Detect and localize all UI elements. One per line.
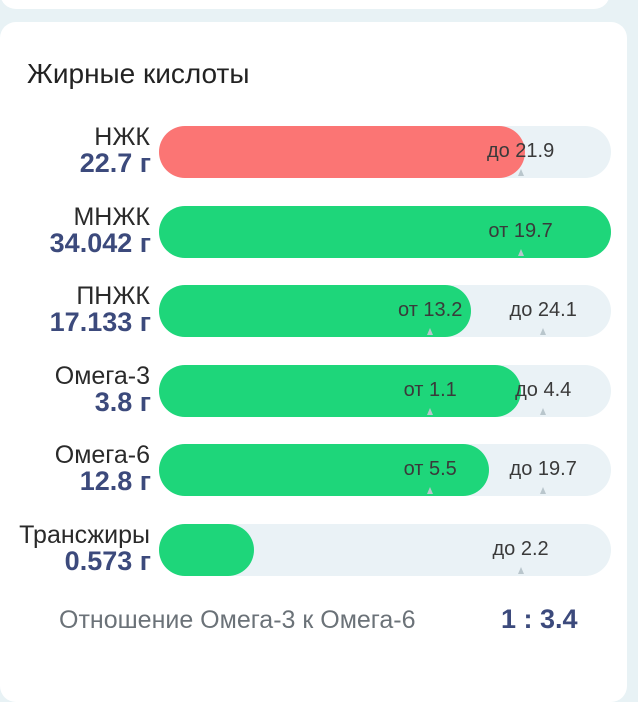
range-marker-label: до 24.1 <box>509 299 577 321</box>
fatty-acid-row: Омега-6 12.8 г от 5.5 до 19.7 <box>0 440 627 496</box>
progress-fill <box>159 365 521 417</box>
progress-fill <box>159 285 471 337</box>
progress-track: до 2.2 <box>159 524 611 576</box>
row-value: 22.7 г <box>79 148 151 178</box>
row-value: 3.8 г <box>94 387 151 417</box>
row-label-area: МНЖК 34.042 г <box>0 202 160 258</box>
row-label-area: Омега-6 12.8 г <box>0 440 160 496</box>
progress-fill <box>159 444 489 496</box>
range-marker-label: до 21.9 <box>486 140 555 162</box>
range-marker-tick <box>427 328 434 335</box>
range-marker-tick <box>427 487 434 494</box>
range-marker-tick <box>517 249 524 256</box>
range-marker-tick <box>540 408 547 415</box>
row-label: ПНЖК <box>76 282 150 310</box>
range-marker-label: от 1.1 <box>403 379 457 401</box>
progress-track: от 19.7 <box>159 206 611 258</box>
range-marker-tick <box>540 487 547 494</box>
range-marker-label: до 4.4 <box>515 379 572 401</box>
omega-ratio-label: Отношение Омега-3 к Омега-6 <box>59 606 416 634</box>
row-value: 0.573 г <box>64 546 151 576</box>
previous-card <box>0 0 610 9</box>
row-label: Омега-3 <box>54 362 150 390</box>
range-marker-tick <box>517 567 524 574</box>
row-label: НЖК <box>94 123 150 151</box>
progress-track: от 1.1 до 4.4 <box>159 365 611 417</box>
row-value: 34.042 г <box>49 228 151 258</box>
section-title: Жирные кислоты <box>27 58 250 89</box>
range-marker-tick <box>517 169 524 176</box>
range-marker-tick <box>427 408 434 415</box>
range-marker-label: до 19.7 <box>509 458 577 480</box>
fatty-acid-row: НЖК 22.7 г до 21.9 <box>0 122 627 178</box>
range-marker-label: от 13.2 <box>398 299 463 321</box>
progress-fill <box>159 524 254 576</box>
row-label: Трансжиры <box>19 521 150 549</box>
fatty-acid-row: Трансжиры 0.573 г до 2.2 <box>0 520 627 576</box>
range-marker-tick <box>540 328 547 335</box>
row-label: Омега-6 <box>54 441 150 469</box>
range-marker-label: до 2.2 <box>492 538 549 560</box>
row-label-area: НЖК 22.7 г <box>0 122 160 178</box>
omega-ratio-value: 1 : 3.4 <box>501 604 578 634</box>
row-label-area: Трансжиры 0.573 г <box>0 520 160 576</box>
progress-track: до 21.9 <box>159 126 611 178</box>
progress-fill <box>159 206 611 258</box>
progress-track: от 5.5 до 19.7 <box>159 444 611 496</box>
range-marker-label: от 19.7 <box>488 220 553 242</box>
progress-fill <box>159 126 526 178</box>
fatty-acid-row: МНЖК 34.042 г от 19.7 <box>0 202 627 258</box>
row-value: 12.8 г <box>79 466 151 496</box>
row-label: МНЖК <box>73 203 150 231</box>
progress-track: от 13.2 до 24.1 <box>159 285 611 337</box>
row-label-area: ПНЖК 17.133 г <box>0 281 160 337</box>
range-marker-label: от 5.5 <box>403 458 457 480</box>
row-label-area: Омега-3 3.8 г <box>0 361 160 417</box>
fatty-acid-row: ПНЖК 17.133 г от 13.2 до 24.1 <box>0 281 627 337</box>
row-value: 17.133 г <box>49 307 151 337</box>
fatty-acid-row: Омега-3 3.8 г от 1.1 до 4.4 <box>0 361 627 417</box>
